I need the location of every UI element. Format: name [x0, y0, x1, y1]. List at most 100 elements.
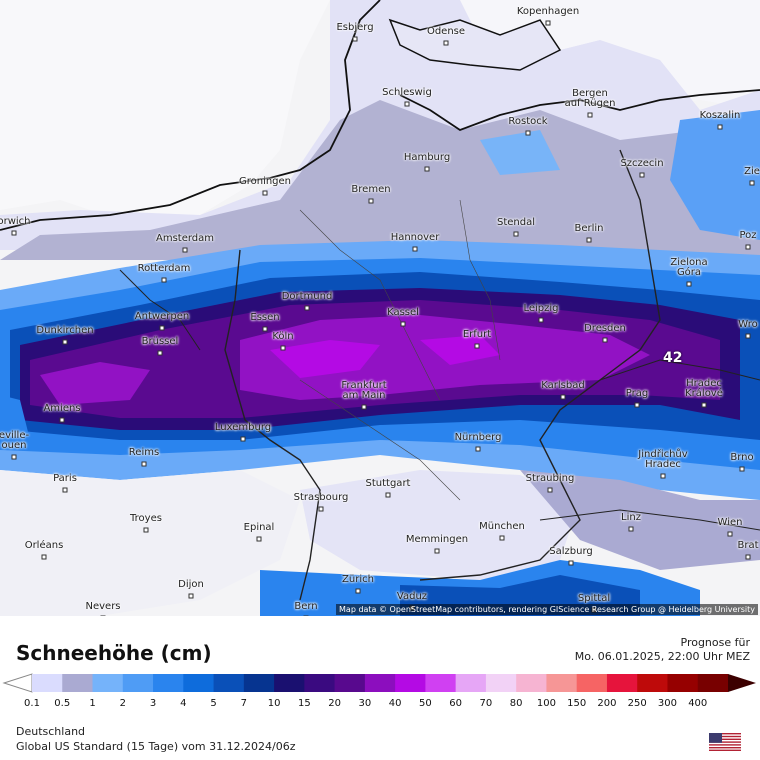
city-marker: [355, 588, 361, 594]
city-marker: [240, 436, 246, 442]
colorbar-segment: [62, 674, 94, 692]
city-label: Hradec Králové: [685, 378, 723, 399]
city-marker: [182, 247, 188, 253]
colorbar-tick-label: 0.1: [24, 698, 40, 709]
city-marker: [639, 172, 645, 178]
city-label: Dijon: [178, 579, 204, 590]
colorbar-tick-label: 300: [657, 698, 678, 709]
colorbar-segment: [92, 674, 124, 692]
colorbar-tick-label: 2: [119, 698, 126, 709]
city-label: Kopenhagen: [516, 6, 580, 17]
city-label: Amsterdam: [155, 233, 215, 244]
legend-panel: Schneehöhe (cm) Prognose für Mo. 06.01.2…: [0, 616, 760, 760]
city-marker: [475, 446, 481, 452]
color-scale-bar: [2, 673, 756, 693]
city-label: Szczecin: [620, 158, 664, 169]
city-marker: [745, 554, 751, 560]
city-label: Leipzig: [523, 303, 559, 314]
colorbar-segment: [485, 674, 517, 692]
city-marker: [318, 506, 324, 512]
city-label: Essen: [250, 312, 280, 323]
city-label: Dunkirchen: [36, 325, 94, 336]
baltic-coast: [399, 89, 760, 132]
colorbar-segment: [334, 674, 366, 692]
colorbar-low-arrow: [2, 673, 33, 693]
city-marker: [628, 526, 634, 532]
city-label: Groningen: [238, 176, 292, 187]
color-scale-ticks: 0.1 0.5 1 2 3 4 5 7 10 15 20 30 40 50 60 70 80 100 150 200 2…: [0, 698, 760, 712]
city-marker: [513, 231, 519, 237]
colorbar-tick-label: 60: [449, 698, 463, 709]
city-marker: [717, 124, 723, 130]
city-label: Wien: [717, 517, 743, 528]
colorbar-high-arrow: [728, 674, 756, 692]
city-marker: [400, 321, 406, 327]
snow-patch: [480, 130, 560, 175]
city-marker: [404, 101, 410, 107]
city-label: Strasbourg: [293, 492, 349, 503]
city-label: Zielona Góra: [670, 257, 708, 278]
city-marker: [256, 536, 262, 542]
city-marker: [262, 326, 268, 332]
state-line: [459, 199, 501, 361]
colorbar-tick-label: 7: [240, 698, 247, 709]
city-label: Orléans: [24, 540, 64, 551]
city-marker: [59, 417, 65, 423]
city-label: Erfurt: [462, 329, 492, 340]
colorbar-segment: [304, 674, 336, 692]
city-marker: [280, 345, 286, 351]
city-marker: [41, 554, 47, 560]
colorbar-segment: [455, 674, 487, 692]
us-flag-icon: [709, 733, 741, 751]
city-marker: [188, 593, 194, 599]
colorbar-segment: [122, 674, 154, 692]
model-label: Global US Standard (15 Tage) vom 31.12.2…: [16, 740, 296, 753]
city-label: Zie: [744, 166, 760, 177]
colorbar-tick-label: 4: [180, 698, 187, 709]
city-marker: [745, 244, 751, 250]
city-marker: [157, 350, 163, 356]
city-marker: [424, 166, 430, 172]
colorbar-tick-label: 20: [328, 698, 341, 709]
city-label: Linz: [621, 512, 641, 523]
border-cz: [599, 359, 760, 381]
city-marker: [660, 473, 666, 479]
city-label: Dresden: [584, 323, 626, 334]
city-label: Straubing: [525, 473, 575, 484]
forecast-label: Prognose für: [680, 636, 751, 649]
border-west: [224, 249, 321, 601]
colorbar-tick-label: 40: [388, 698, 402, 709]
city-marker: [385, 492, 391, 498]
colorbar-tick-label: 15: [297, 698, 311, 709]
city-marker: [100, 615, 106, 616]
city-marker: [304, 305, 310, 311]
city-label: Karlsbad: [541, 380, 585, 391]
city-marker: [62, 487, 68, 493]
north-sea: [0, 0, 330, 220]
colorbar-segment: [546, 674, 578, 692]
city-marker: [587, 112, 593, 118]
legend-title: Schneehöhe (cm): [16, 641, 212, 665]
city-label: Bern: [294, 601, 318, 612]
coastline: [0, 0, 381, 231]
city-label: Paris: [53, 473, 77, 484]
city-label: Bremen: [351, 184, 391, 195]
city-label: Salzburg: [549, 546, 593, 557]
city-label: Spittal: [577, 593, 611, 604]
city-marker: [749, 180, 755, 186]
city-marker: [499, 535, 505, 541]
colorbar-segment: [697, 674, 729, 692]
city-label: Köln: [272, 331, 294, 342]
city-label: Rotterdam: [137, 263, 191, 274]
colorbar-segment: [364, 674, 396, 692]
colorbar-tick-label: 400: [688, 698, 708, 709]
colorbar-tick-label: 250: [627, 698, 647, 709]
city-label: Antwerpen: [134, 311, 190, 322]
city-label: Bergen auf Rügen: [564, 88, 616, 109]
city-marker: [159, 325, 165, 331]
snow-core-max-2: [420, 335, 500, 365]
snow-core-max: [270, 340, 380, 378]
west-edge: [0, 395, 30, 450]
city-label: orwich: [0, 216, 31, 227]
city-marker: [727, 531, 733, 537]
